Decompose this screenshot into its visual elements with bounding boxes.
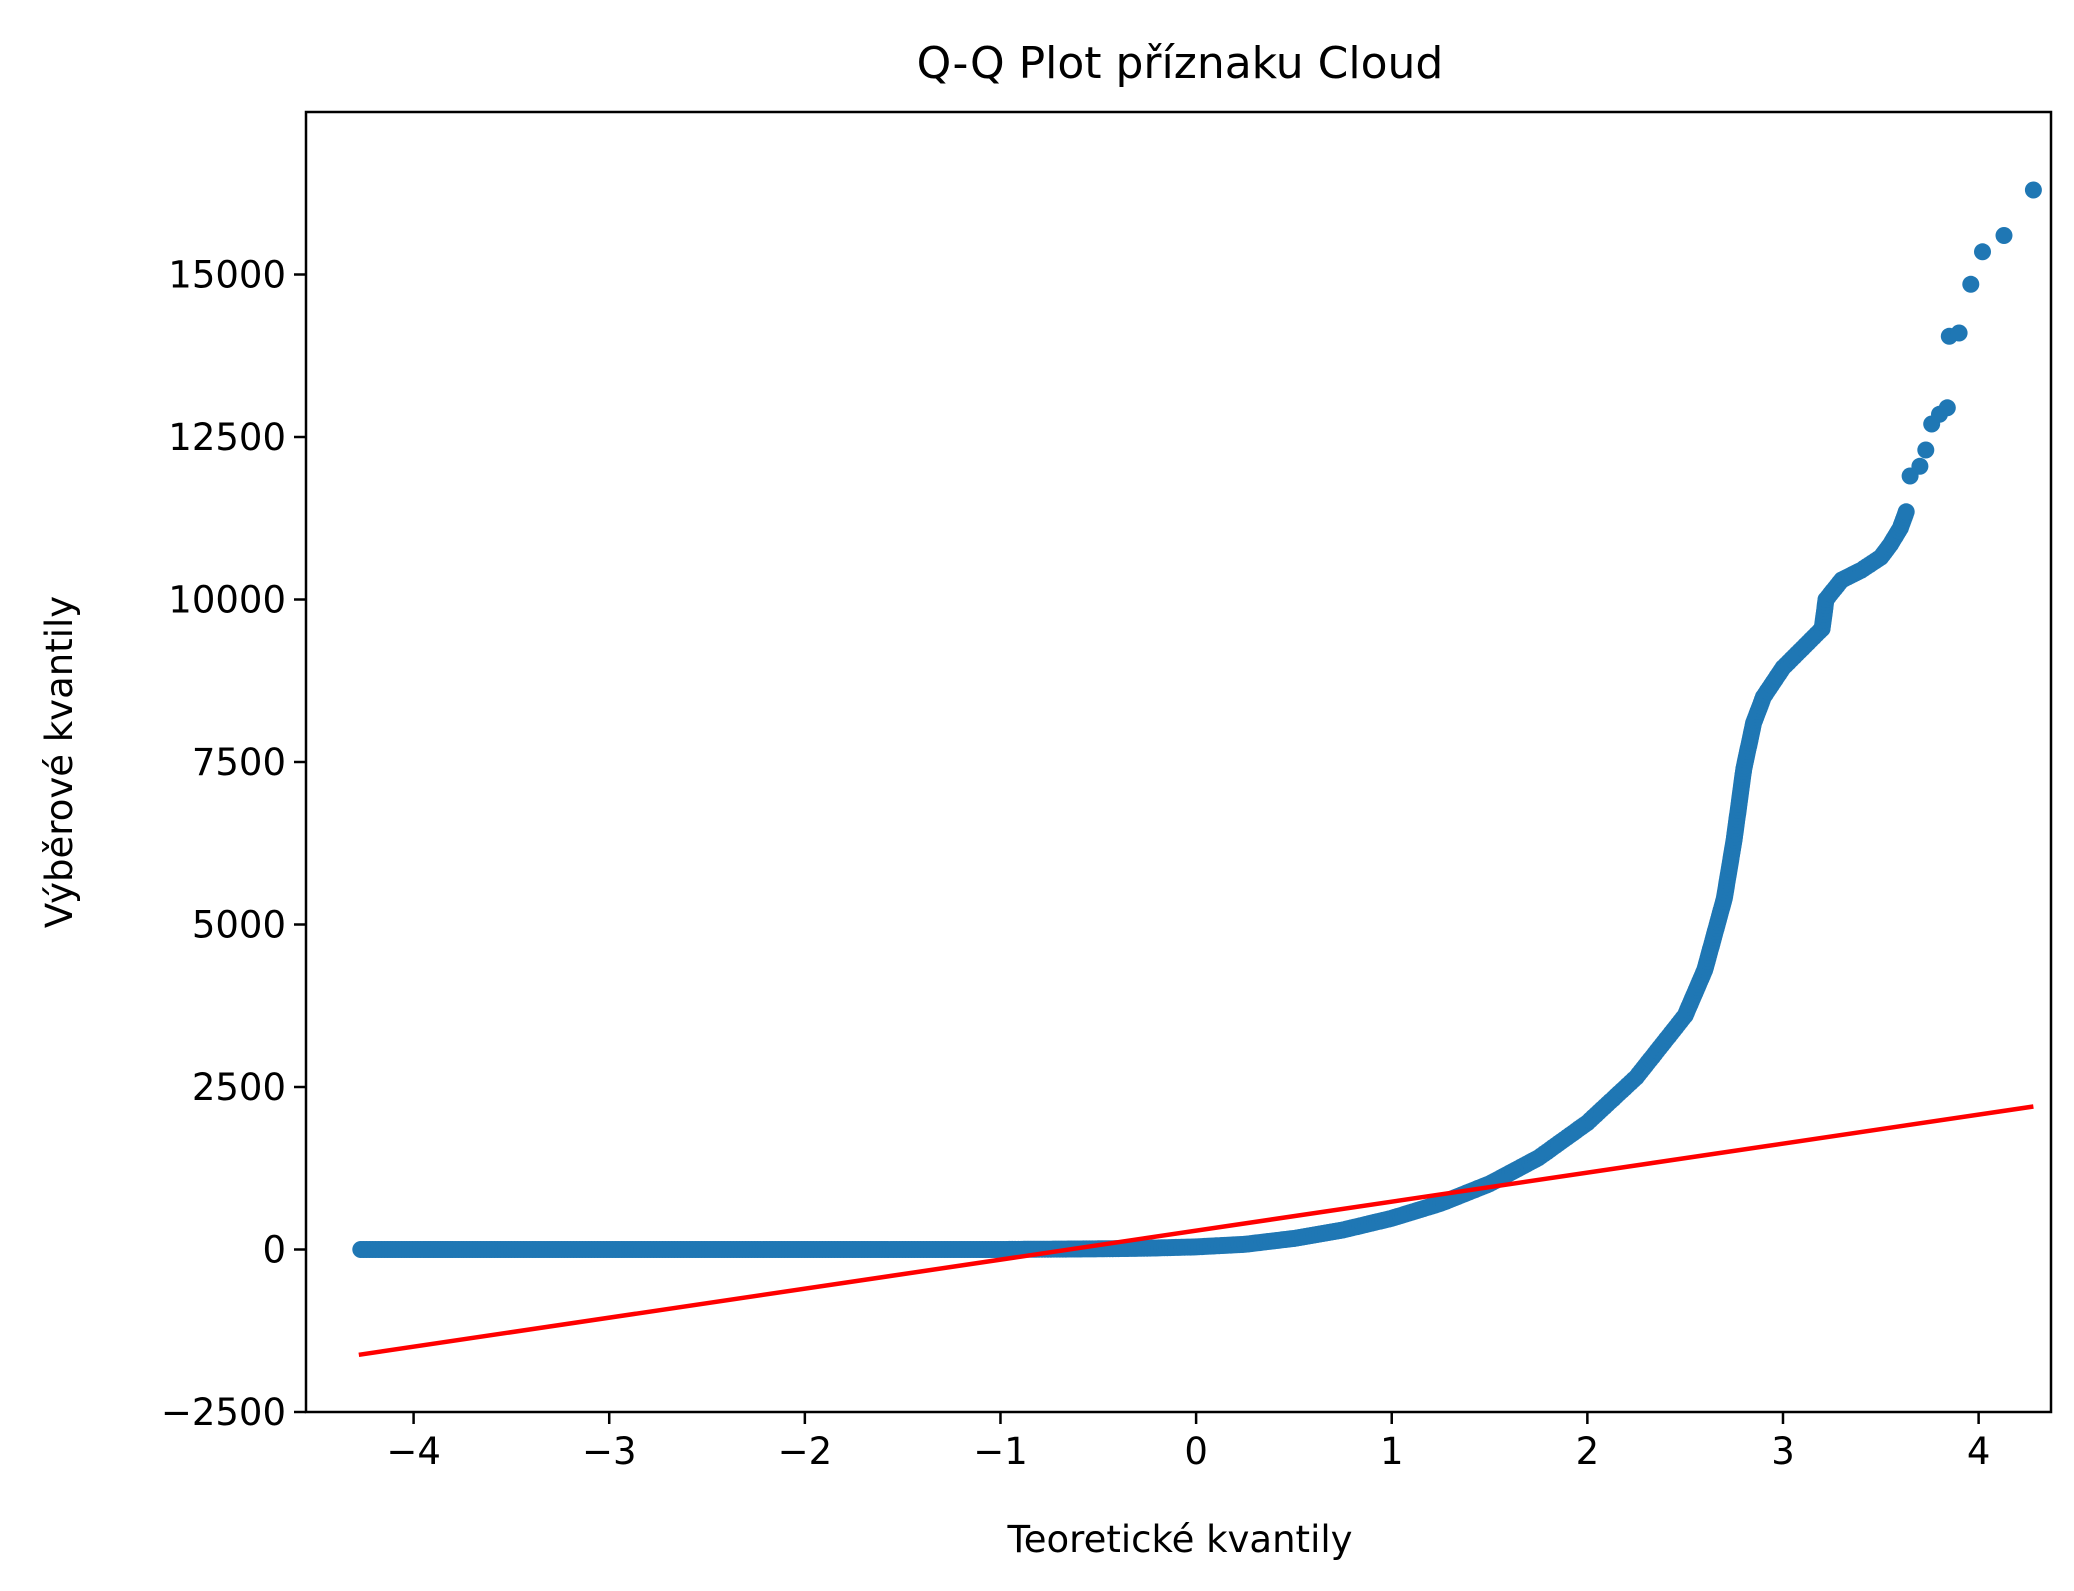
chart-title: Q-Q Plot příznaku Cloud [917,38,1444,89]
data-point [1917,441,1935,459]
y-tick-label: 5000 [192,904,286,947]
data-point [1897,503,1915,521]
y-tick-label: −2500 [161,1391,286,1434]
y-tick-label: 7500 [192,741,286,784]
data-point [1938,399,1956,417]
x-tick-label: −1 [973,1430,1028,1473]
x-axis-label: Teoretické kvantily [1006,1518,1352,1561]
x-tick-label: 2 [1576,1430,1600,1473]
x-tick-label: −3 [582,1430,637,1473]
data-point [2024,181,2042,199]
y-axis-label: Výběrové kvantily [38,596,81,928]
y-tick-label: 12500 [168,416,286,459]
data-point [1950,324,1968,342]
data-point [1974,243,1991,261]
x-tick-label: 3 [1771,1430,1795,1473]
x-tick-label: 4 [1967,1430,1991,1473]
data-point [1995,227,2013,244]
x-tick-label: −2 [778,1430,833,1473]
data-point [1962,275,1980,293]
x-tick-label: 1 [1380,1430,1404,1473]
y-tick-label: 10000 [168,579,286,622]
y-tick-label: 2500 [192,1066,286,1109]
x-tick-label: −4 [386,1430,441,1473]
x-tick-label: 0 [1184,1430,1208,1473]
y-tick-label: 15000 [168,254,286,297]
x-axis-ticks: −4 −3 −2 −1 0 1 2 3 4 [386,1412,1990,1473]
plot-area [352,181,2042,1358]
data-point [1911,457,1929,475]
y-axis-ticks: −2500 0 2500 5000 7500 10000 12500 15000 [161,254,306,1434]
plot-frame [304,110,2053,1414]
reference-line [358,1104,2034,1358]
y-tick-label: 0 [262,1229,286,1272]
